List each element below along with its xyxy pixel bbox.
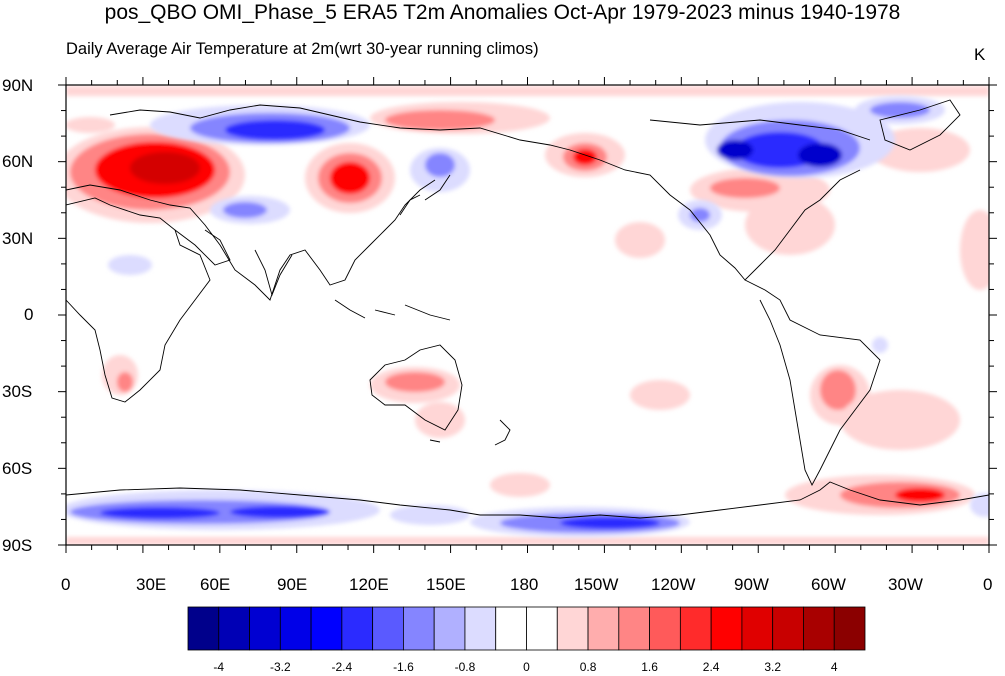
lat-label-60s: 60S [2,459,33,478]
colorbar-cell [495,606,527,651]
colorbar-cell [464,606,497,651]
lat-label-eq: 0 [24,305,34,324]
lon-label-150e: 150E [426,575,466,594]
colorbar-cell [741,606,774,651]
colorbar-cell [372,606,404,651]
colorbar-cell [433,606,466,651]
colorbar-cell [833,606,866,651]
colorbar-tick-label: -0.8 [454,660,476,674]
colorbar-cell [249,606,281,651]
colorbar [187,606,866,651]
map-title: pos_QBO OMI_Phase_5 ERA5 T2m Anomalies O… [104,1,901,24]
colorbar-tick-label: -4 [213,660,225,674]
lat-label-90n: 90N [2,76,34,95]
colorbar-cell [587,606,620,651]
colorbar-cell [341,606,374,651]
lon-label-90w: 90W [734,575,769,594]
colorbar-cell [556,606,589,651]
colorbar-cell [218,606,250,651]
lon-label-60w: 60W [811,575,846,594]
colorbar-cell [403,606,435,651]
colorbar-cell [310,606,343,651]
lat-label-60n: 60N [2,152,34,171]
lon-label-0: 0 [61,575,71,594]
lon-label-0-right: 0 [983,575,993,594]
anomaly-field [66,85,989,545]
colorbar-cell [649,606,681,651]
lat-label-30s: 30S [2,382,33,401]
colorbar-cell [187,606,220,651]
colorbar-cell [618,606,650,651]
coastlines [66,99,989,519]
lon-label-90e: 90E [277,575,308,594]
lon-label-60e: 60E [200,575,231,594]
positive-anomalies [66,86,989,545]
colorbar-tick-label: -1.6 [393,660,414,674]
lon-label-30w: 30W [888,575,923,594]
colorbar-cell [526,606,558,651]
colorbar-tick-label: 0 [523,660,530,674]
colorbar-tick-label: 1.6 [641,660,658,674]
colorbar-tick-label: 3.2 [764,660,782,674]
map-subtitle: Daily Average Air Temperature at 2m(wrt … [66,40,539,58]
lon-label-30e: 30E [136,575,167,594]
lon-label-120e: 120E [349,575,389,594]
lon-label-150w: 150W [574,575,619,594]
axis-ticks [58,77,997,553]
units-label: K [974,45,986,64]
colorbar-tick-label: 0.8 [579,660,597,674]
lon-label-120w: 120W [651,575,696,594]
lat-label-90s: 90S [2,536,33,555]
lat-label-30n: 30N [2,229,34,248]
colorbar-tick-label: 4 [830,660,838,674]
colorbar-tick-label: -3.2 [269,660,291,674]
colorbar-tick-label: -2.4 [331,660,353,674]
colorbar-cell [679,606,712,651]
colorbar-cell [803,606,835,651]
colorbar-cell [772,606,804,651]
lon-label-180: 180 [510,575,539,594]
colorbar-cell [710,606,743,651]
colorbar-cell [279,606,312,651]
colorbar-tick-label: 2.4 [702,660,720,674]
